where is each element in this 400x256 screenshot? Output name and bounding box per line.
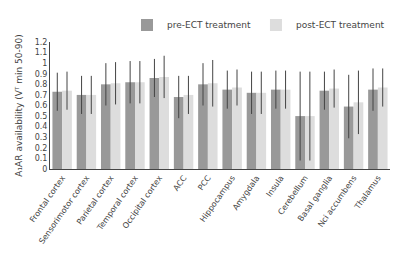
svg-text:1: 1 bbox=[42, 59, 47, 68]
svg-text:Temporal cortex: Temporal cortex bbox=[95, 174, 140, 233]
svg-text:Thalamus: Thalamus bbox=[352, 174, 382, 212]
svg-text:Insula: Insula bbox=[265, 174, 286, 199]
svg-text:post-ECT treatment: post-ECT treatment bbox=[296, 20, 385, 30]
svg-text:0.2: 0.2 bbox=[35, 144, 48, 153]
svg-text:1.2: 1.2 bbox=[35, 38, 48, 47]
svg-text:Cerebellum: Cerebellum bbox=[276, 174, 310, 217]
svg-text:A₁AR availability (Vᵀ min 50-9: A₁AR availability (Vᵀ min 50-90) bbox=[14, 34, 24, 176]
svg-text:Sensorimotor cortex: Sensorimotor cortex bbox=[37, 174, 91, 246]
svg-text:0.5: 0.5 bbox=[35, 112, 48, 121]
svg-text:Parietal cortex: Parietal cortex bbox=[75, 174, 116, 227]
svg-text:Frontal cortex: Frontal cortex bbox=[28, 174, 67, 225]
svg-text:Basal ganglia: Basal ganglia bbox=[296, 174, 334, 223]
svg-text:0.4: 0.4 bbox=[35, 122, 48, 131]
svg-text:PCC: PCC bbox=[196, 174, 213, 193]
svg-text:0.6: 0.6 bbox=[35, 101, 48, 110]
svg-text:ACC: ACC bbox=[172, 174, 189, 193]
svg-text:0.9: 0.9 bbox=[35, 70, 48, 79]
svg-text:Amygdala: Amygdala bbox=[231, 174, 261, 212]
svg-text:Occipital cortex: Occipital cortex bbox=[121, 174, 164, 231]
svg-text:1.1: 1.1 bbox=[35, 48, 48, 57]
svg-text:pre-ECT treatment: pre-ECT treatment bbox=[167, 20, 251, 30]
svg-text:Hippocampus: Hippocampus bbox=[198, 174, 237, 224]
svg-text:0.1: 0.1 bbox=[35, 154, 48, 163]
svg-text:0.3: 0.3 bbox=[35, 133, 48, 142]
svg-text:0: 0 bbox=[42, 165, 47, 174]
svg-text:0.7: 0.7 bbox=[35, 91, 48, 100]
svg-text:Nci accumbens: Nci accumbens bbox=[316, 174, 358, 229]
svg-text:0.8: 0.8 bbox=[35, 80, 48, 89]
